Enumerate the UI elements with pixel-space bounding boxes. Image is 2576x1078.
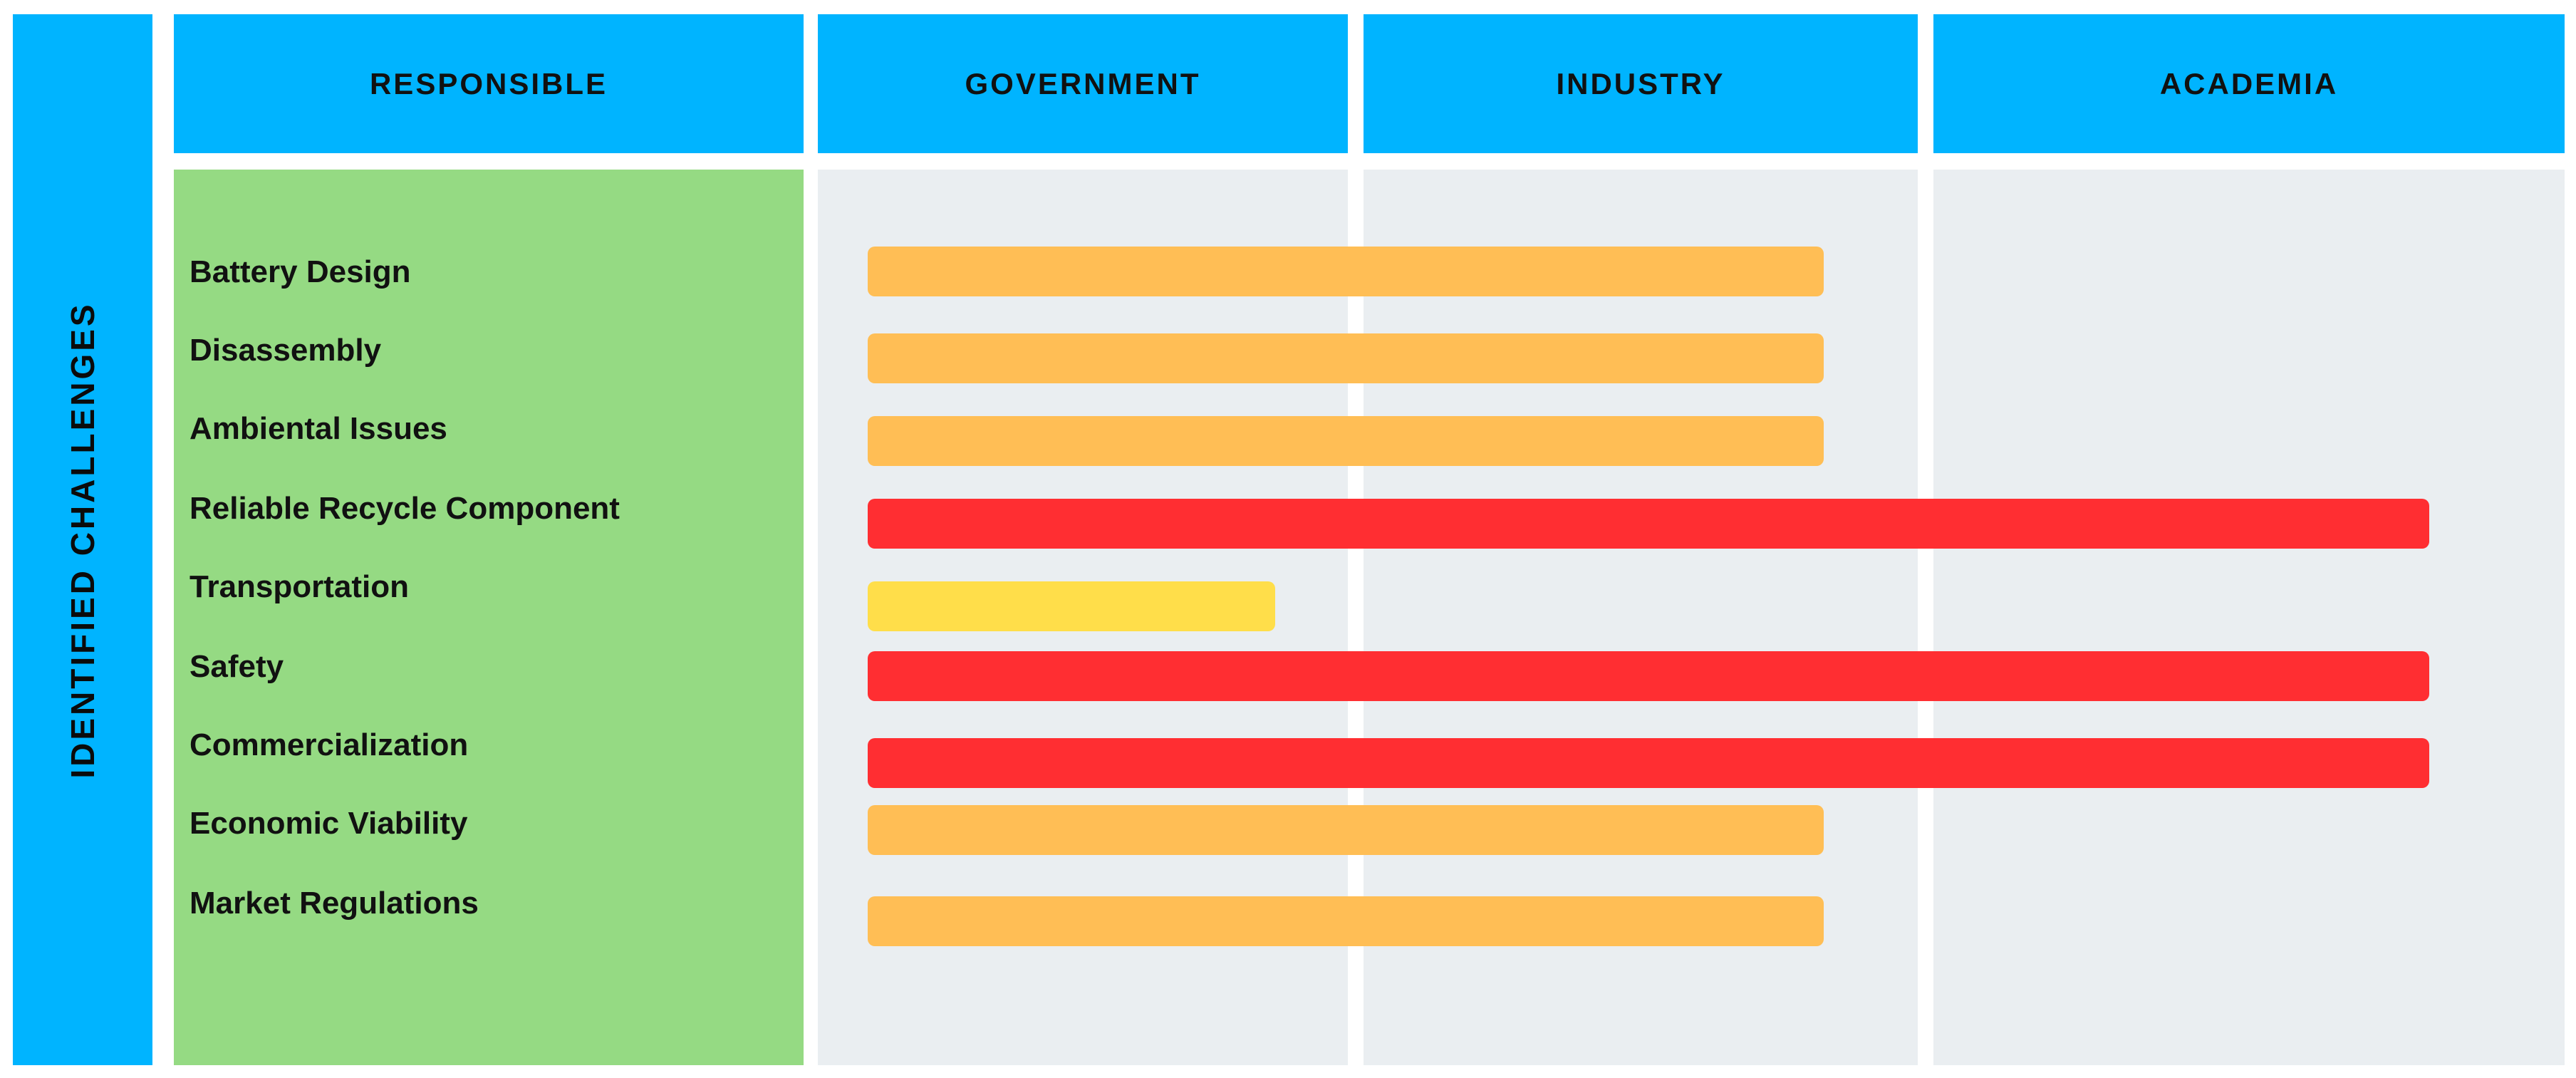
responsibility-bar	[868, 333, 1824, 383]
challenge-label: Economic Viability	[189, 806, 468, 841]
side-label: IDENTIFIED CHALLENGES	[64, 301, 101, 779]
responsibility-bar	[868, 247, 1824, 296]
responsibility-bar	[868, 499, 2429, 549]
responsibility-bar	[868, 416, 1824, 466]
responsibility-bar	[868, 738, 2429, 788]
challenge-label: Market Regulations	[189, 886, 479, 921]
challenge-label: Commercialization	[189, 727, 469, 762]
challenge-label: Transportation	[189, 569, 410, 604]
responsibility-bar	[868, 896, 1824, 946]
challenge-label: Reliable Recycle Component	[189, 491, 620, 526]
header-industry: INDUSTRY	[1364, 14, 1918, 153]
responsibility-bar	[868, 805, 1824, 855]
column-academia	[1933, 170, 2565, 1065]
challenge-label: Ambiental Issues	[189, 411, 447, 446]
responsibility-bar	[868, 581, 1275, 631]
challenge-label: Battery Design	[189, 254, 411, 289]
challenge-label: Safety	[189, 649, 284, 684]
challenge-label: Disassembly	[189, 333, 382, 368]
challenges-panel	[174, 170, 804, 1065]
side-bar: IDENTIFIED CHALLENGES	[13, 14, 152, 1065]
header-responsible: RESPONSIBLE	[174, 14, 804, 153]
responsibility-bar	[868, 651, 2429, 701]
header-government: GOVERNMENT	[818, 14, 1348, 153]
header-academia: ACADEMIA	[1933, 14, 2565, 153]
